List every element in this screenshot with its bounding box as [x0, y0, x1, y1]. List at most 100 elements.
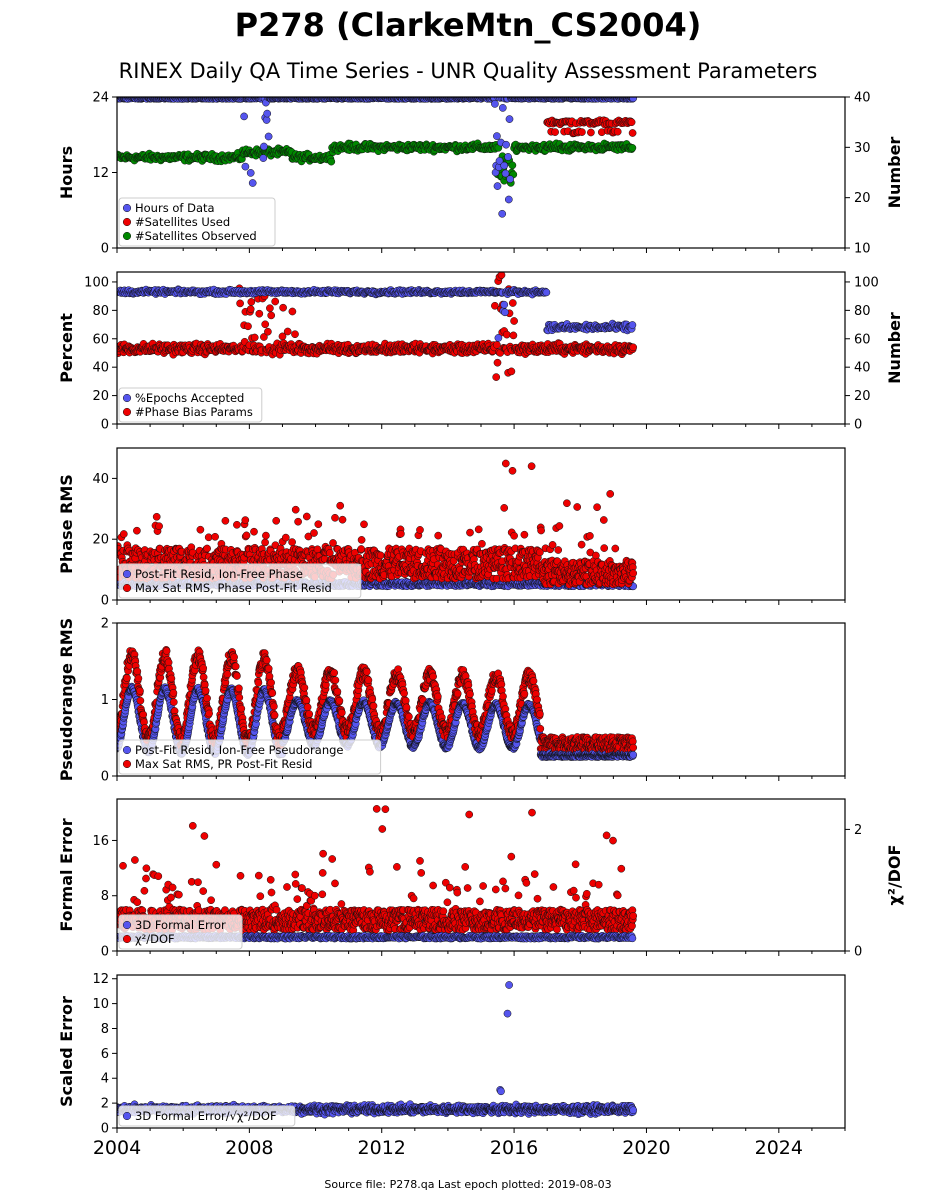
max-sat-phase-point — [242, 531, 251, 540]
max-sat-phase-point — [313, 545, 322, 554]
max-sat-phase-point — [196, 525, 205, 534]
hours-point — [259, 154, 268, 162]
phase-bias-point — [261, 320, 270, 329]
phase-bias-point — [264, 327, 272, 336]
max-sat-phase-point — [501, 459, 510, 468]
sat-observed-point — [327, 157, 336, 166]
max-sat-phase-point — [250, 527, 258, 536]
y-right-tick-label: 30 — [854, 141, 871, 156]
phase-bias-point — [266, 304, 274, 313]
y-right-axis-label: Number — [885, 312, 904, 384]
sat-used-point — [628, 129, 637, 137]
hours-point — [246, 169, 255, 177]
max-sat-phase-point — [593, 503, 601, 512]
phase-bias-point — [271, 297, 280, 306]
panel-frame — [116, 96, 846, 249]
max-sat-phase-point — [302, 512, 311, 521]
hours-point — [629, 97, 638, 103]
phase-bias-point — [508, 299, 517, 307]
hours-point — [262, 116, 271, 124]
y-right-tick-label: 0 — [854, 418, 862, 433]
phase-bias-point — [502, 330, 511, 339]
max-sat-phase-point — [314, 520, 323, 529]
max-sat-phase-point — [537, 526, 545, 535]
hours-point — [498, 209, 507, 218]
y-tick-label: 60 — [92, 332, 109, 347]
sat-used-point — [578, 128, 586, 136]
max-sat-phase-point — [291, 505, 300, 514]
max-sat-phase-point — [357, 545, 366, 553]
max-sat-phase-point — [304, 532, 313, 541]
max-sat-phase-point — [310, 529, 318, 537]
max-sat-phase-point — [241, 516, 250, 524]
sat-used-point — [587, 128, 595, 137]
legend-marker — [122, 203, 132, 213]
hours-point — [495, 157, 504, 165]
max-sat-phase-point — [434, 531, 443, 540]
max-sat-phase-point — [555, 522, 564, 530]
hours-point — [505, 115, 514, 123]
max-sat-phase-point — [336, 501, 345, 510]
hours-point — [504, 195, 513, 204]
max-sat-phase-point — [152, 512, 161, 521]
epochs-accepted-point — [494, 334, 503, 342]
phase-bias-point — [247, 298, 256, 306]
max-sat-phase-point — [288, 538, 296, 546]
hours-point — [263, 109, 272, 118]
y-right-tick-label: 100 — [854, 275, 879, 290]
panel-2-marks — [117, 272, 638, 381]
phase-bias-point — [279, 303, 287, 312]
max-sat-phase-point — [416, 526, 424, 534]
hours-point — [493, 182, 502, 190]
hours-point — [241, 162, 250, 171]
max-sat-phase-point — [554, 546, 563, 554]
hours-point — [491, 100, 499, 108]
max-sat-phase-point — [492, 574, 501, 583]
phase-bias-point — [291, 330, 299, 339]
panel-2: 020406080100Percent020406080100Number%Ep… — [57, 271, 904, 433]
panel-1-marks — [117, 97, 638, 218]
hours-point — [501, 169, 510, 178]
phase-bias-point — [288, 307, 297, 316]
hours-point — [506, 175, 514, 183]
max-sat-phase-point — [510, 531, 518, 540]
epochs-accepted-point — [500, 300, 509, 309]
hours-point — [498, 104, 507, 112]
y-tick-label: 12 — [92, 166, 109, 181]
epochs-accepted-point — [501, 308, 509, 317]
max-sat-phase-point — [376, 551, 385, 560]
y-right-tick-label: 10 — [854, 242, 871, 257]
phase-bias-point — [283, 327, 292, 336]
epochs-accepted-point — [628, 321, 637, 329]
phase-bias-point — [497, 272, 506, 279]
max-sat-phase-point — [573, 503, 582, 511]
y-axis-label: Hours — [57, 146, 76, 199]
max-sat-phase-point — [261, 538, 269, 547]
max-sat-phase-point — [563, 499, 571, 508]
phase-bias-point — [246, 305, 255, 313]
phase-bias-point — [507, 367, 516, 376]
y-right-tick-label: 20 — [854, 191, 871, 206]
legend-label: %Epochs Accepted — [135, 391, 244, 405]
y-right-axis-label: Number — [885, 137, 904, 209]
sat-used-point — [627, 118, 636, 127]
y-tick-label: 40 — [92, 361, 109, 376]
legend-label: #Satellites Used — [135, 215, 230, 229]
hours-point — [493, 132, 501, 140]
phase-bias-point — [267, 311, 276, 320]
figure-subtitle: RINEX Daily QA Time Series - UNR Quality… — [119, 59, 818, 83]
y-tick-label: 80 — [92, 304, 109, 319]
max-sat-phase-point — [204, 533, 213, 542]
sat-used-point — [613, 127, 622, 136]
max-sat-phase-point — [221, 516, 230, 525]
legend-label: #Satellites Observed — [135, 229, 257, 243]
phase-bias-point — [493, 341, 501, 349]
legend-marker — [122, 231, 132, 241]
y-right-tick-label: 40 — [854, 361, 871, 376]
max-sat-phase-point — [155, 522, 163, 531]
max-sat-phase-point — [329, 539, 337, 547]
phase-bias-point — [255, 309, 264, 318]
max-sat-phase-point — [586, 532, 594, 540]
legend-box — [118, 197, 276, 247]
